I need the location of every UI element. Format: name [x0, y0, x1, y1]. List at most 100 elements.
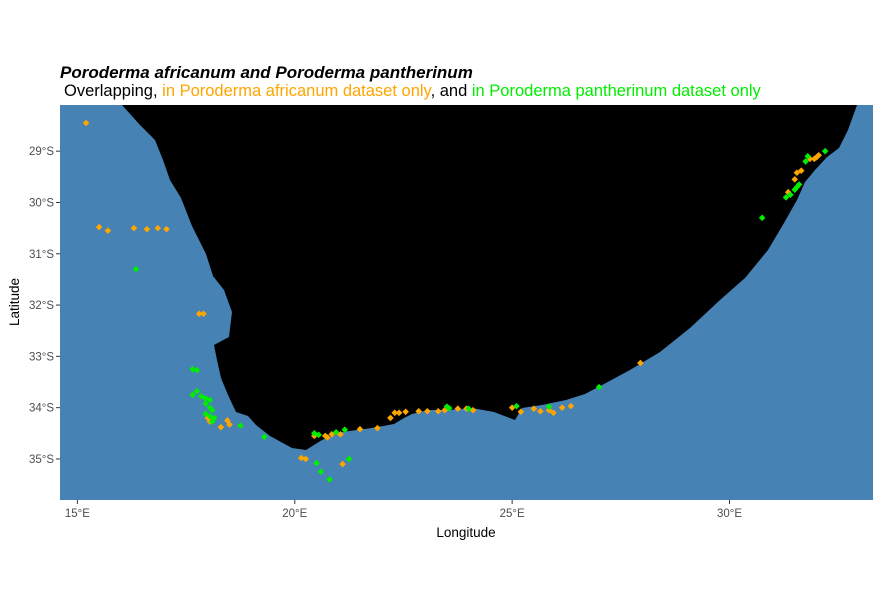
y-tick-label: 32°S — [29, 300, 54, 312]
x-tick-label: 25°E — [500, 508, 525, 520]
pantherinum-only-point — [317, 468, 325, 476]
pantherinum-only-point — [782, 194, 790, 201]
x-tick-label: 30°E — [717, 508, 742, 520]
africanum-only-point — [454, 405, 462, 412]
subtitle-separator-1: , — [153, 82, 162, 100]
pantherinum-only-point — [332, 428, 340, 436]
pantherinum-only-point — [787, 191, 794, 199]
africanum-only-point — [424, 407, 431, 415]
pantherinum-only-point — [206, 413, 214, 420]
x-tick-label: 20°E — [282, 508, 307, 520]
africanum-only-point — [356, 425, 364, 433]
africanum-only-point — [217, 423, 225, 431]
africanum-only-point — [567, 402, 575, 410]
pantherinum-only-point — [237, 422, 244, 429]
africanum-only-point — [791, 176, 799, 183]
subtitle-separator-2: , and — [431, 82, 472, 100]
pantherinum-only-point — [206, 404, 214, 411]
africanum-only-point — [441, 406, 449, 414]
africanum-only-point — [95, 223, 103, 231]
pantherinum-only-point — [193, 387, 201, 395]
pantherinum-only-point — [758, 214, 766, 222]
y-tick-label: 34°S — [29, 403, 54, 415]
pantherinum-only-point — [208, 418, 216, 425]
africanum-only-point — [391, 409, 399, 417]
y-axis: 29°S 30°S 31°S 32°S 33°S 34°S 35°S — [29, 146, 60, 466]
africanum-only-point — [815, 151, 822, 159]
pantherinum-only-point — [313, 459, 320, 467]
pantherinum-only-point — [595, 383, 603, 391]
pantherinum-only-point — [821, 147, 829, 155]
y-tick-label: 35°S — [29, 454, 54, 466]
africanum-only-point — [82, 119, 90, 127]
africanum-only-point — [104, 227, 112, 234]
pantherinum-only-point — [132, 265, 140, 273]
pantherinum-only-point — [345, 455, 353, 463]
africanum-only-point — [537, 407, 544, 415]
africanum-only-point — [337, 431, 344, 438]
subtitle-pantherinum-only: in Poroderma pantherinum dataset only — [472, 82, 762, 100]
pantherinum-only-point — [208, 406, 216, 414]
pantherinum-only-point — [445, 404, 453, 412]
africanum-only-point — [130, 224, 138, 232]
africanum-only-point — [797, 167, 805, 174]
africanum-only-point — [200, 310, 207, 318]
x-axis: 15°E 20°E 25°E 30°E — [65, 500, 742, 520]
africanum-only-point — [163, 225, 170, 233]
africanum-only-point — [550, 409, 557, 417]
pantherinum-only-point — [189, 391, 196, 399]
africanum-only-point — [297, 454, 305, 462]
africanum-only-point — [374, 424, 381, 432]
pantherinum-only-point — [202, 410, 209, 418]
y-tick-label: 33°S — [29, 351, 54, 363]
africanum-only-point — [558, 404, 566, 411]
africanum-only-point — [321, 432, 329, 440]
africanum-only-point — [434, 407, 442, 415]
pantherinum-only-point — [206, 396, 214, 404]
pantherinum-only-point — [443, 403, 451, 410]
y-tick-label: 31°S — [29, 249, 54, 261]
africanum-only-point — [637, 359, 644, 367]
subtitle-overlapping: Overlapping — [64, 82, 153, 100]
occurrence-points — [82, 119, 829, 483]
africanum-only-point — [517, 408, 525, 416]
africanum-only-point — [784, 188, 792, 196]
pantherinum-only-point — [202, 400, 209, 407]
africanum-only-point — [793, 169, 801, 177]
africanum-only-point — [387, 414, 394, 422]
pantherinum-only-point — [202, 395, 209, 402]
subtitle-africanum-only: in Poroderma africanum dataset only — [162, 82, 432, 100]
pantherinum-only-point — [793, 183, 801, 191]
africanum-only-point — [143, 225, 151, 233]
africanum-only-point — [224, 417, 231, 424]
south-africa-landmass — [122, 105, 857, 450]
pantherinum-only-point — [804, 152, 812, 160]
pantherinum-only-point — [197, 393, 205, 400]
africanum-only-point — [395, 409, 403, 417]
africanum-only-point — [328, 431, 336, 438]
africanum-only-point — [302, 455, 309, 463]
africanum-only-point — [415, 407, 422, 415]
pantherinum-only-point — [545, 403, 553, 410]
pantherinum-only-point — [802, 158, 809, 165]
pantherinum-only-point — [193, 366, 201, 374]
pantherinum-only-point — [261, 433, 268, 441]
africanum-only-point — [530, 405, 538, 412]
africanum-only-point — [226, 421, 233, 428]
pantherinum-only-point — [326, 476, 333, 483]
africanum-only-point — [402, 408, 409, 416]
pantherinum-only-point — [513, 402, 520, 410]
y-tick-label: 29°S — [29, 146, 54, 158]
y-tick-label: 30°S — [29, 197, 54, 209]
pantherinum-only-point — [795, 181, 803, 188]
africanum-only-point — [811, 155, 818, 163]
africanum-only-point — [545, 406, 553, 414]
africanum-only-point — [339, 460, 346, 468]
pantherinum-only-point — [315, 431, 322, 439]
map-subtitle: Overlapping, in Poroderma africanum data… — [64, 82, 762, 100]
pantherinum-only-point — [465, 405, 472, 412]
pantherinum-only-point — [311, 430, 318, 437]
africanum-only-point — [195, 310, 203, 318]
map-title: Poroderma africanum and Poroderma panthe… — [60, 63, 473, 82]
